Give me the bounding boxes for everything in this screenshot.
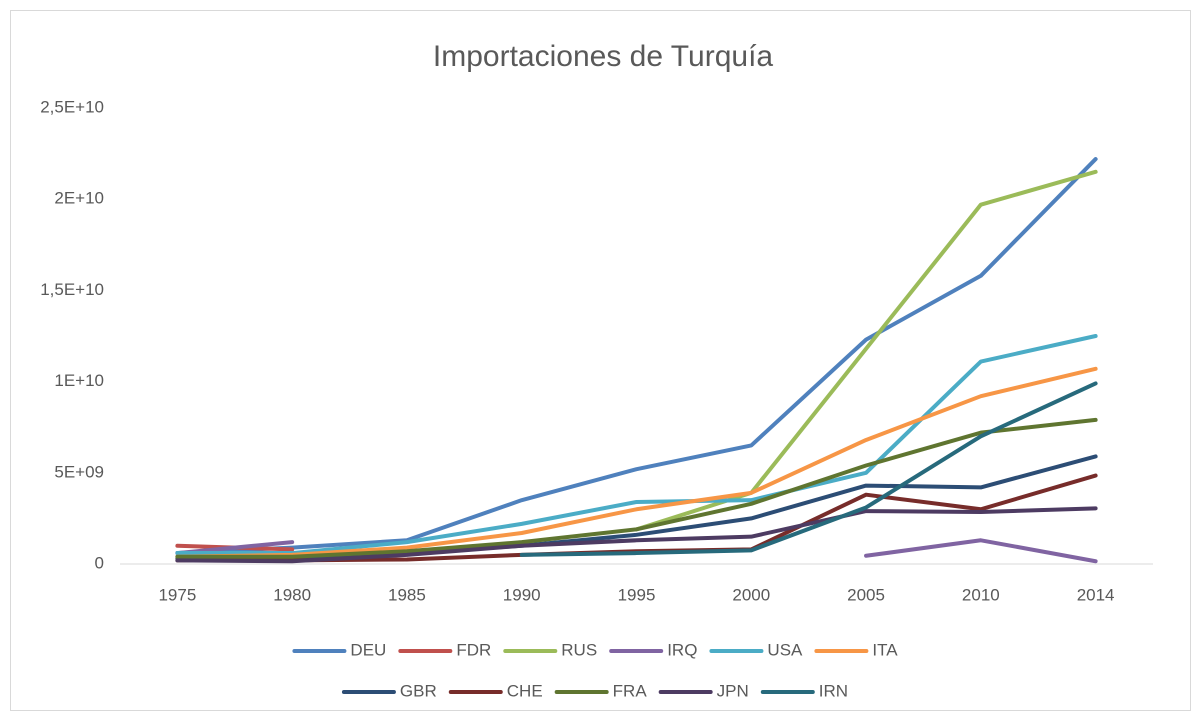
y-tick-label: 1E+10 bbox=[54, 371, 104, 390]
x-tick-label: 2014 bbox=[1077, 585, 1115, 604]
x-tick-label: 2000 bbox=[732, 585, 770, 604]
legend-label: IRN bbox=[819, 681, 848, 700]
chart-border bbox=[10, 10, 1191, 711]
series-line bbox=[519, 381, 1098, 557]
legend-label: FDR bbox=[456, 640, 491, 659]
y-tick-label: 1,5E+10 bbox=[40, 280, 104, 299]
legend-label: IRQ bbox=[667, 640, 697, 659]
legend-label: DEU bbox=[350, 640, 386, 659]
series-line bbox=[634, 169, 1098, 532]
legend-label: USA bbox=[767, 640, 803, 659]
x-tick-label: 1995 bbox=[618, 585, 656, 604]
x-tick-label: 2010 bbox=[962, 585, 1000, 604]
legend-label: RUS bbox=[561, 640, 597, 659]
series-line bbox=[175, 366, 1098, 559]
legend-label: CHE bbox=[507, 681, 543, 700]
legend-label: JPN bbox=[717, 681, 749, 700]
legend-label: FRA bbox=[613, 681, 648, 700]
series-line bbox=[175, 417, 1098, 559]
chart-title: Importaciones de Turquía bbox=[433, 40, 774, 73]
series-line bbox=[175, 334, 1098, 556]
y-tick-label: 0 bbox=[95, 553, 104, 572]
y-tick-label: 2E+10 bbox=[54, 189, 104, 208]
x-tick-label: 1975 bbox=[158, 585, 196, 604]
x-tick-label: 2005 bbox=[847, 585, 885, 604]
legend-label: GBR bbox=[400, 681, 437, 700]
y-tick-label: 2,5E+10 bbox=[40, 97, 104, 116]
x-tick-label: 1985 bbox=[388, 585, 426, 604]
x-tick-label: 1980 bbox=[273, 585, 311, 604]
series-line bbox=[175, 157, 1098, 556]
legend-label: ITA bbox=[872, 640, 898, 659]
x-tick-label: 1990 bbox=[503, 585, 541, 604]
y-tick-label: 5E+09 bbox=[54, 462, 104, 481]
series-line bbox=[175, 506, 1098, 564]
